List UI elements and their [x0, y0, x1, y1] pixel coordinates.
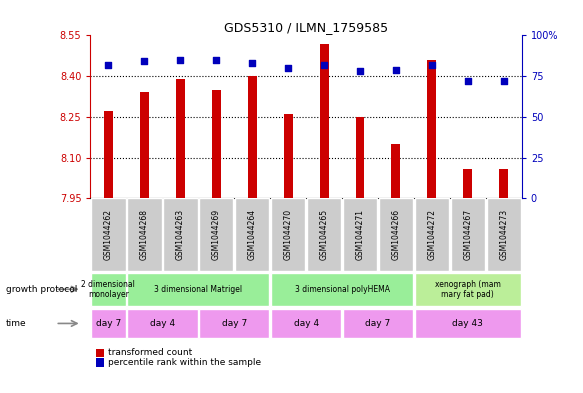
Bar	[91, 309, 125, 338]
Text: day 7: day 7	[366, 319, 391, 328]
Text: GSM1044273: GSM1044273	[499, 209, 508, 261]
Point	[283, 65, 293, 71]
Bar	[499, 169, 508, 198]
Bar	[199, 309, 269, 338]
Bar	[343, 309, 413, 338]
Text: 2 dimensional
monolayer: 2 dimensional monolayer	[82, 279, 135, 299]
Bar	[212, 90, 221, 198]
Point	[212, 57, 221, 63]
Text: time: time	[6, 319, 26, 328]
Bar	[415, 309, 521, 338]
Bar	[248, 76, 257, 198]
Text: GSM1044263: GSM1044263	[175, 209, 185, 261]
Text: growth protocol: growth protocol	[6, 285, 77, 294]
Point	[463, 78, 472, 84]
Bar	[175, 79, 185, 198]
Point	[319, 62, 329, 68]
Text: GSM1044262: GSM1044262	[104, 209, 113, 260]
Bar	[356, 117, 364, 198]
Bar	[91, 198, 125, 271]
Text: percentile rank within the sample: percentile rank within the sample	[108, 358, 261, 367]
Bar	[487, 198, 521, 271]
Bar	[271, 198, 305, 271]
Bar	[104, 112, 113, 198]
Bar	[379, 198, 413, 271]
Text: GSM1044267: GSM1044267	[463, 209, 472, 261]
Bar	[451, 198, 485, 271]
Text: day 7: day 7	[222, 319, 247, 328]
Point	[247, 60, 257, 66]
Text: day 7: day 7	[96, 319, 121, 328]
Bar	[415, 198, 449, 271]
Text: day 43: day 43	[452, 319, 483, 328]
Text: GSM1044269: GSM1044269	[212, 209, 221, 261]
Bar	[163, 198, 198, 271]
Bar	[343, 198, 377, 271]
Point	[104, 62, 113, 68]
Bar	[127, 273, 269, 306]
Text: GSM1044270: GSM1044270	[283, 209, 293, 261]
Point	[499, 78, 508, 84]
Bar	[91, 273, 125, 306]
Bar	[127, 309, 198, 338]
Point	[427, 62, 437, 68]
Bar	[235, 198, 269, 271]
Title: GDS5310 / ILMN_1759585: GDS5310 / ILMN_1759585	[224, 21, 388, 34]
Text: 3 dimensional Matrigel: 3 dimensional Matrigel	[154, 285, 243, 294]
Bar	[199, 198, 233, 271]
Text: GSM1044272: GSM1044272	[427, 209, 437, 260]
Bar	[271, 309, 341, 338]
Point	[175, 57, 185, 63]
Bar	[427, 60, 437, 198]
Text: GSM1044264: GSM1044264	[248, 209, 257, 261]
Text: day 4: day 4	[150, 319, 175, 328]
Bar	[415, 273, 521, 306]
Bar	[283, 114, 293, 198]
Text: GSM1044266: GSM1044266	[391, 209, 401, 261]
Point	[391, 66, 401, 73]
Bar	[391, 144, 401, 198]
Point	[355, 68, 365, 74]
Bar	[307, 198, 341, 271]
Bar	[319, 44, 329, 198]
Point	[139, 58, 149, 64]
Text: GSM1044268: GSM1044268	[140, 209, 149, 260]
Text: day 4: day 4	[293, 319, 319, 328]
Bar	[271, 273, 413, 306]
Bar	[127, 198, 161, 271]
Text: xenograph (mam
mary fat pad): xenograph (mam mary fat pad)	[435, 279, 501, 299]
Text: 3 dimensional polyHEMA: 3 dimensional polyHEMA	[294, 285, 389, 294]
Bar	[463, 169, 472, 198]
Bar	[140, 92, 149, 198]
Text: transformed count: transformed count	[108, 349, 192, 357]
Text: GSM1044265: GSM1044265	[319, 209, 329, 261]
Text: GSM1044271: GSM1044271	[356, 209, 364, 260]
